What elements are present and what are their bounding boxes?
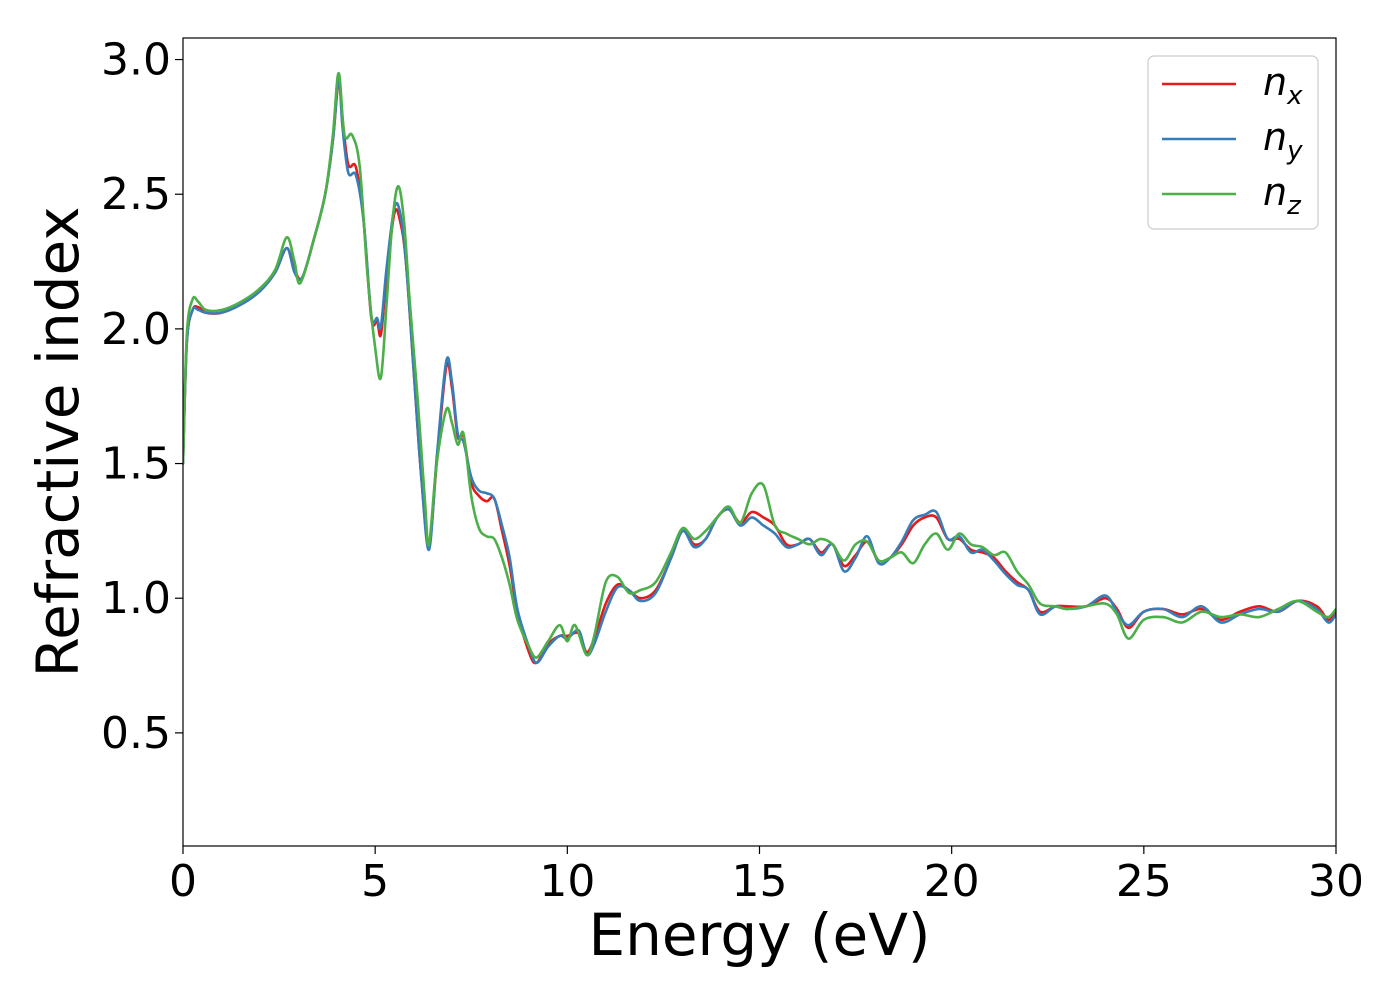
legend-box: [1147, 55, 1319, 230]
y-tick-label: 1.0: [101, 573, 171, 624]
x-tick-label: 30: [1308, 856, 1364, 907]
series-line-z: [183, 71, 1336, 659]
y-tick-label: 2.5: [101, 169, 171, 220]
legend-label-y: ny: [1263, 115, 1303, 166]
y-tick-label: 2.0: [101, 304, 171, 355]
legend-label-x: nx: [1263, 60, 1303, 111]
x-tick-label: 15: [732, 856, 788, 907]
legend-label-z: nz: [1263, 170, 1302, 221]
x-tick-label: 10: [539, 856, 595, 907]
x-tick-label: 5: [361, 856, 389, 907]
y-axis-title: Refractive index: [24, 206, 92, 677]
y-axis: 0.5 1.0 1.5 2.0 2.5 3.0: [101, 35, 183, 759]
x-axis-title: Energy (eV): [588, 901, 930, 969]
y-tick-label: 0.5: [101, 708, 171, 759]
x-axis: 0 5 10 15 20 25 30: [169, 846, 1364, 907]
x-tick-label: 20: [924, 856, 980, 907]
y-tick-label: 1.5: [101, 439, 171, 490]
x-tick-label: 0: [169, 856, 197, 907]
y-tick-label: 3.0: [101, 35, 171, 86]
x-tick-label: 25: [1116, 856, 1172, 907]
plot-lines: [183, 71, 1336, 665]
